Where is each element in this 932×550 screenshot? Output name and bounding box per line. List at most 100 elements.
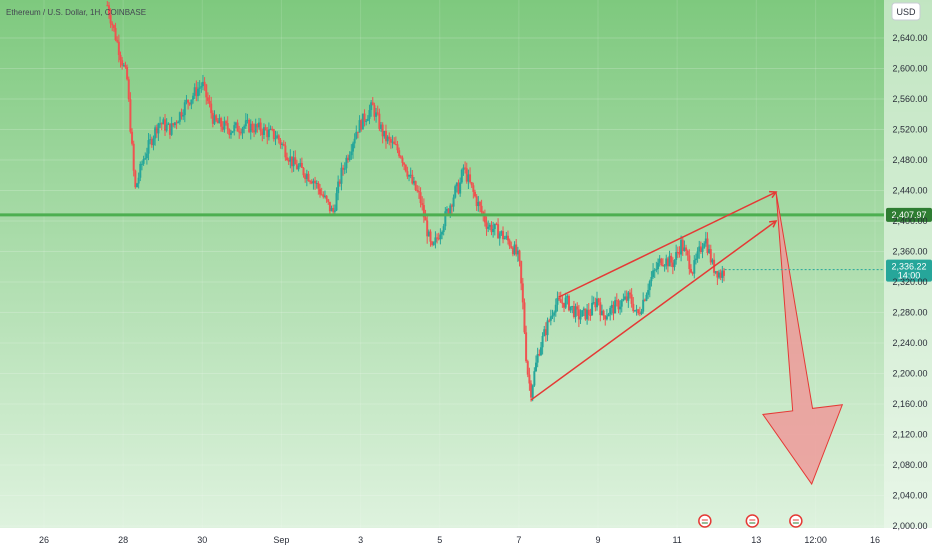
candle-body (300, 162, 303, 168)
candle-body (406, 171, 409, 177)
candle-body (596, 298, 599, 308)
candle-body (281, 143, 284, 145)
candle-body (567, 295, 570, 311)
candle-body (140, 163, 143, 165)
candle-body (388, 136, 391, 140)
candle-body (182, 115, 185, 117)
time-tick-label: 16 (870, 535, 880, 545)
currency-button[interactable]: USD (891, 2, 921, 21)
candle-body (239, 132, 242, 134)
candle-body (211, 113, 214, 124)
candle-body (470, 182, 473, 186)
candle-body (609, 307, 612, 315)
candle-body (322, 194, 325, 197)
candle-body (279, 139, 282, 145)
candle-body (498, 233, 501, 239)
candle-body (129, 99, 132, 132)
candle-body (490, 224, 493, 233)
price-tick-label: 2,240.00 (892, 338, 927, 348)
time-tick-label: Sep (273, 535, 289, 545)
candle-body (543, 329, 546, 336)
candle-body (485, 222, 488, 229)
candle-body (612, 304, 615, 314)
candle-body (569, 306, 572, 311)
candle-body (154, 127, 157, 139)
candle-body (460, 169, 463, 183)
candle-body (447, 208, 450, 214)
candle-body (269, 128, 272, 130)
candle-body (147, 140, 150, 154)
candle-body (698, 246, 701, 252)
candle-body (412, 181, 415, 184)
event-flag-icon (698, 514, 712, 528)
candle-body (231, 131, 234, 133)
candle-body (342, 167, 345, 170)
candle-body (445, 208, 448, 212)
candle-body (248, 119, 251, 133)
candle-body (221, 126, 224, 130)
candle-body (307, 173, 310, 182)
candle-body (652, 270, 655, 277)
candle-body (116, 39, 119, 42)
candle-body (691, 272, 694, 274)
candle-body (233, 125, 236, 132)
candle-body (229, 132, 232, 135)
candle-body (328, 201, 331, 212)
candle-body (556, 297, 559, 305)
candle-body (477, 201, 480, 207)
candle-body (126, 67, 129, 80)
candle-body (183, 102, 186, 116)
candle-body (360, 120, 363, 130)
candle-body (472, 185, 475, 192)
candle-body (628, 292, 631, 295)
candle-body (299, 162, 302, 167)
candle-body (373, 105, 376, 117)
candle-body (640, 311, 643, 315)
candle-body (454, 186, 457, 198)
candle-body (286, 157, 289, 161)
chart-title: Ethereum / U.S. Dollar, 1H, COINBASE (6, 8, 146, 17)
candle-body (693, 260, 696, 274)
candle-body (548, 320, 551, 322)
price-tick-label: 2,480.00 (892, 155, 927, 165)
candle-body (566, 295, 569, 298)
candle-body (584, 308, 587, 320)
time-tick-label: 30 (197, 535, 207, 545)
candle-body (297, 166, 300, 170)
candles (106, 0, 725, 402)
candle-body (345, 157, 348, 169)
candle-body (709, 249, 712, 263)
candle-body (586, 309, 589, 320)
candle-body (551, 315, 554, 317)
candle-body (655, 269, 658, 271)
candle-body (363, 113, 366, 122)
candle-body (314, 180, 317, 184)
support-price-tag (886, 207, 932, 222)
candle-body (310, 181, 313, 184)
candle-body (561, 302, 564, 304)
candle-body (353, 138, 356, 144)
candle-body (452, 197, 455, 207)
candle-body (533, 371, 536, 386)
candle-body (591, 302, 594, 316)
candle-body (642, 299, 645, 312)
candle-body (718, 272, 721, 278)
candle-body (436, 237, 439, 239)
candle-body (175, 122, 178, 124)
candle-body (111, 23, 114, 26)
candle-body (149, 139, 152, 141)
projection-arrow (762, 191, 844, 486)
candle-body (210, 103, 213, 114)
candle-body (701, 248, 704, 252)
price-tick-label: 2,000.00 (892, 521, 927, 531)
candle-body (234, 122, 237, 126)
candle-body (198, 87, 201, 89)
candle-body (276, 135, 279, 139)
candle-body (426, 220, 429, 237)
candle-body (587, 309, 590, 315)
candle-body (195, 87, 198, 97)
candle-body (645, 294, 648, 301)
candle-body (370, 102, 373, 111)
